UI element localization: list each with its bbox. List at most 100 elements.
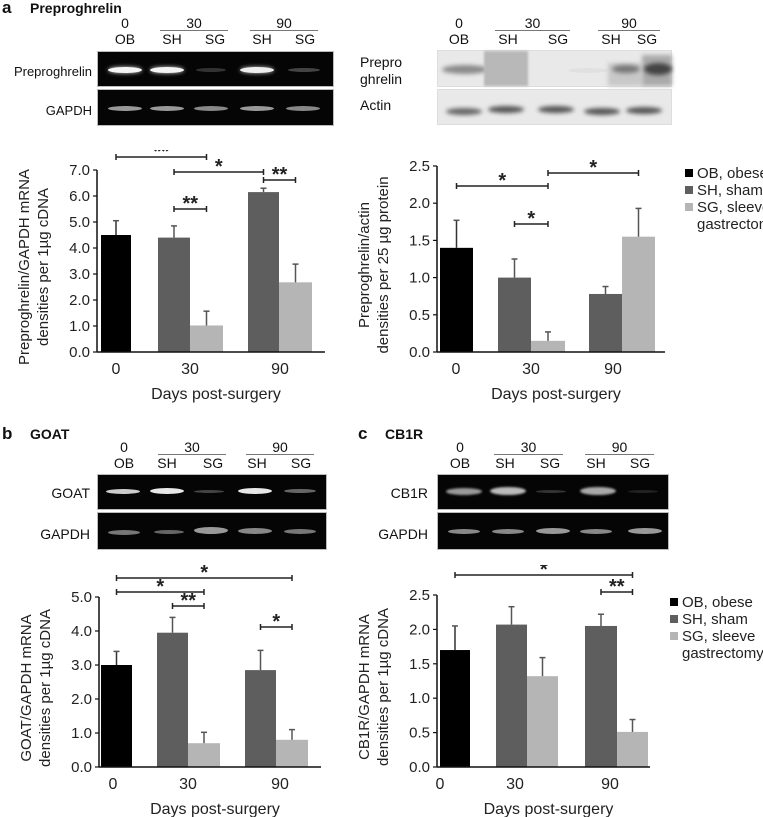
significance-marker: *	[589, 157, 597, 179]
gel-row-label: GAPDH	[45, 103, 92, 118]
x-tick-label: 90	[604, 361, 622, 378]
panel-b-label: b	[2, 424, 13, 443]
y-tick-label: 2.5	[409, 158, 430, 175]
time-header-0: 0	[455, 15, 463, 31]
significance-marker: *	[156, 576, 164, 598]
x-tick-label: 90	[271, 361, 289, 378]
bar-sh-30	[157, 632, 188, 767]
chart-a-mrna: 0.0 1.0 2.0 3.0 4.0 5.0 6.0 7.0 0 30 90 Days post-s…	[16, 150, 325, 403]
lane-label: SG	[294, 31, 316, 47]
y-tick-label: 0.0	[71, 759, 92, 776]
bar-sh-90	[589, 293, 622, 352]
gel-row-label: GOAT	[51, 485, 90, 501]
y-tick-label: 0.0	[409, 344, 430, 361]
y-axis-title: CB1R/GAPDH mRNA densities per 1µg cDNA	[356, 608, 392, 766]
time-header-90: 90	[246, 440, 314, 455]
y-tick-label: 1.0	[409, 270, 430, 287]
lane-label: SH	[162, 31, 182, 47]
lane-label: SG	[202, 455, 224, 471]
y-tick-label: 0.5	[409, 307, 430, 324]
lane-label: OB	[448, 31, 470, 47]
y-tick-label: 4.0	[69, 240, 90, 257]
lane-label: OB	[114, 31, 136, 47]
legend-label: OB, obese	[697, 165, 763, 182]
y-tick-label: 3.0	[71, 657, 92, 674]
lane-label: SH	[498, 31, 518, 47]
gel-image-goat	[97, 474, 327, 510]
panel-a-label: a	[2, 0, 12, 17]
blot-row-label: ghrelin	[360, 71, 403, 87]
x-axis-title: Days post-surgery	[151, 386, 281, 403]
time-header-30: 30	[160, 16, 228, 31]
y-tick-label: 1.0	[409, 690, 430, 707]
chart-b-mrna: 0.0 1.0 2.0 3.0 4.0 5.0 0 30 90 Days post-surgery…	[18, 565, 321, 817]
y-tick-label: 4.0	[71, 623, 92, 640]
time-header-0: 0	[120, 439, 128, 455]
x-tick-label: 30	[181, 361, 199, 378]
x-axis-title: Days post-surgery	[484, 801, 614, 817]
y-tick-label: 0.0	[409, 759, 430, 776]
lane-label: SG	[629, 455, 651, 471]
bar-ob-0	[440, 247, 473, 352]
bar-sh-90	[245, 670, 276, 767]
x-tick-label: 30	[179, 776, 197, 793]
bar-sg-30	[190, 325, 223, 352]
x-axis-title: Days post-surgery	[491, 386, 621, 403]
legend-swatch	[685, 203, 693, 211]
panel-b-gel: 0 30 90 OB SH SG SH SG GOAT GAPDH	[0, 440, 340, 560]
legend-swatch	[670, 615, 678, 623]
gel-row-label: GAPDH	[40, 526, 90, 542]
significance-marker: **	[272, 164, 288, 186]
gel-image-gapdh	[97, 89, 334, 126]
panel-c-gel: 0 30 90 OB SH SG SH SG CB1R GAPDH	[360, 440, 669, 560]
y-tick-label: 1.0	[71, 725, 92, 742]
y-tick-label: 5.0	[69, 214, 90, 231]
x-tick-label: 0	[109, 776, 118, 793]
chart-c-mrna: 0.0 0.5 1.0 1.5 2.0 2.5 0 30 90 Days post-surgery…	[356, 565, 763, 817]
time-header-90: 90	[250, 16, 318, 31]
panel-c-title: CB1R	[385, 426, 424, 442]
significance-marker: *	[527, 208, 535, 230]
x-tick-label: 30	[522, 361, 540, 378]
significance-marker: **	[609, 576, 625, 598]
bar-ob-0	[440, 650, 470, 767]
gel-row-label: Preproghrelin	[13, 64, 92, 79]
panel-a-gel: 0 30 90 OB SH SG SH SG Preproghrelin GAP…	[0, 14, 340, 134]
y-tick-label: 2.5	[409, 587, 430, 604]
legend-label: OB, obese	[682, 594, 753, 611]
time-header-30: 30	[494, 440, 563, 455]
gel-image-cb1r	[437, 474, 669, 510]
y-tick-label: 1.0	[69, 318, 90, 335]
y-tick-label: 7.0	[69, 162, 90, 179]
legend-swatch	[670, 632, 678, 640]
y-axis-title: Preproghrelin/actin densities per 25 µg p…	[356, 176, 392, 353]
time-header-90: 90	[598, 16, 660, 31]
x-tick-label: 90	[271, 776, 289, 793]
significance-marker: **	[182, 193, 198, 215]
significance-marker: *	[200, 565, 208, 584]
lane-label: SG	[539, 455, 561, 471]
significance-marker: *	[498, 170, 506, 192]
x-tick-label: 0	[436, 776, 445, 793]
bar-sh-90	[585, 625, 617, 767]
significance-marker: **	[180, 590, 196, 612]
panel-c-label: c	[358, 424, 368, 443]
bar-sg-30	[527, 676, 558, 767]
blot-image-actin	[437, 89, 672, 125]
legend-label: gastrectomy	[697, 216, 763, 233]
y-axis-title: GOAT/GAPDH mRNA densities per 1µg cDNA	[18, 609, 54, 767]
panel-a-blot: 0 30 90 OB SH SG SH SG Prepro ghrelin Ac…	[360, 14, 672, 134]
x-axis-title: Days post-surgery	[150, 801, 280, 817]
legend-label: SG, sleeve	[682, 628, 755, 645]
x-tick-label: 30	[506, 776, 524, 793]
y-tick-label: 2.0	[409, 621, 430, 638]
x-tick-label: 0	[452, 361, 461, 378]
lane-label: SH	[252, 31, 272, 47]
lane-label: OB	[113, 455, 135, 471]
lane-label: SG	[204, 31, 226, 47]
legend-swatch	[685, 169, 693, 177]
gel-image-gapdh	[437, 512, 669, 550]
lane-label: SG	[636, 31, 658, 47]
gel-image-preproghrelin	[97, 51, 334, 87]
y-tick-label: 1.5	[409, 656, 430, 673]
